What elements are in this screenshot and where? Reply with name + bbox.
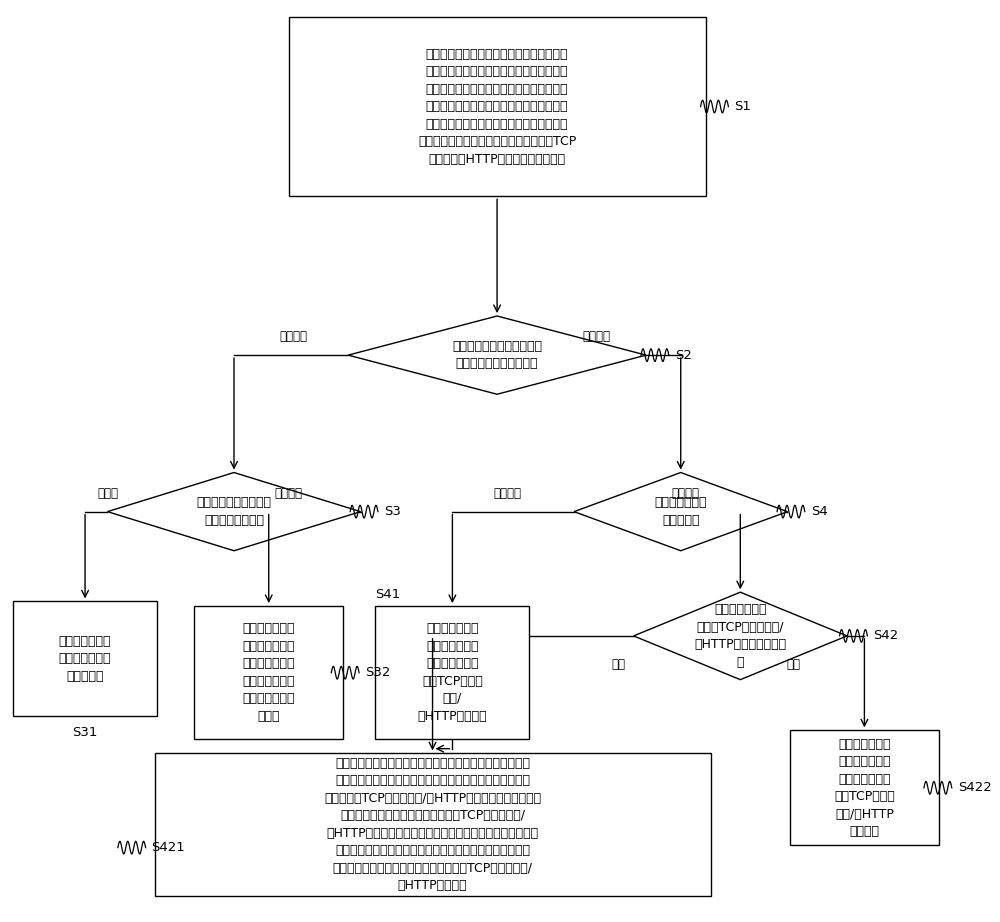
- Text: 服务端判断测试
方式的种类: 服务端判断测试 方式的种类: [654, 496, 707, 526]
- Text: S4: S4: [811, 505, 828, 518]
- FancyBboxPatch shape: [13, 601, 157, 716]
- Text: 服务端向客户端
发送测速命令，
并与客户端配合
进行TCP网速测
试和/或HTTP
网速测试: 服务端向客户端 发送测速命令， 并与客户端配合 进行TCP网速测 试和/或HTT…: [834, 738, 895, 838]
- Text: 服务端向客户端
发送测速命令，
并与客户端配合
进行TCP网速测
试和/
或HTTP网速测试: 服务端向客户端 发送测速命令， 并与客户端配合 进行TCP网速测 试和/ 或HT…: [418, 622, 487, 723]
- Text: 正在执行: 正在执行: [275, 487, 303, 500]
- Polygon shape: [634, 592, 847, 680]
- FancyBboxPatch shape: [194, 606, 343, 739]
- Text: S2: S2: [675, 349, 692, 361]
- Text: 未执行: 未执行: [97, 487, 118, 500]
- Text: S3: S3: [384, 505, 401, 518]
- Text: S42: S42: [873, 630, 899, 643]
- Text: S1: S1: [734, 100, 751, 113]
- Polygon shape: [574, 472, 787, 550]
- Text: 结束测试: 结束测试: [280, 330, 308, 343]
- FancyBboxPatch shape: [375, 606, 529, 739]
- Text: S32: S32: [365, 667, 390, 680]
- Text: 服务端向客户端发送等待命令，客户端接收到所述等待命令
后执行需要进行的所述网页测速的网速测试请求，服务端在
执行完当前TCP网速测试和/或HTTP网速测试进入空: 服务端向客户端发送等待命令，客户端接收到所述等待命令 后执行需要进行的所述网页测…: [324, 757, 541, 892]
- Text: 服务端判断收到的网速测试
请求中的测试状态的种类: 服务端判断收到的网速测试 请求中的测试状态的种类: [452, 340, 542, 371]
- Text: 开始测试: 开始测试: [582, 330, 610, 343]
- FancyBboxPatch shape: [790, 730, 939, 845]
- Text: 若无: 若无: [786, 658, 800, 671]
- Text: S422: S422: [958, 781, 991, 795]
- Text: S41: S41: [375, 588, 400, 601]
- FancyBboxPatch shape: [289, 17, 706, 196]
- Text: 若有: 若有: [611, 658, 625, 671]
- FancyBboxPatch shape: [155, 753, 711, 896]
- Text: 服务端停止该网
速测试请求的执
行后，读取执行
所述等待队列里
的下一个网速测
试请求: 服务端停止该网 速测试请求的执 行后，读取执行 所述等待队列里 的下一个网速测 …: [242, 622, 295, 723]
- Text: 服务端判断该网速测试
请求是否正在执行: 服务端判断该网速测试 请求是否正在执行: [196, 496, 271, 526]
- Text: 客户端发送网速测试请求至服务端的等待队
列里排队，所述网速测试请求包括测试状态
、测试方式和测速类型，所述测试状态包括
开始测试和结束测试，所述测试方式包括多
: 客户端发送网速测试请求至服务端的等待队 列里排队，所述网速测试请求包括测试状态 …: [418, 48, 576, 166]
- Text: S31: S31: [72, 727, 98, 739]
- Polygon shape: [107, 472, 361, 550]
- Text: 服务端将该网速
测试请求从等待
队列里删除: 服务端将该网速 测试请求从等待 队列里删除: [59, 635, 111, 683]
- Text: 压力测试: 压力测试: [493, 487, 521, 500]
- Text: 判断当前服务端
是否有TCP网速测试和/
或HTTP网速测试正在执
行: 判断当前服务端 是否有TCP网速测试和/ 或HTTP网速测试正在执 行: [694, 603, 786, 668]
- Text: S421: S421: [152, 841, 185, 854]
- Polygon shape: [348, 316, 646, 395]
- Text: 顺序测试: 顺序测试: [672, 487, 700, 500]
